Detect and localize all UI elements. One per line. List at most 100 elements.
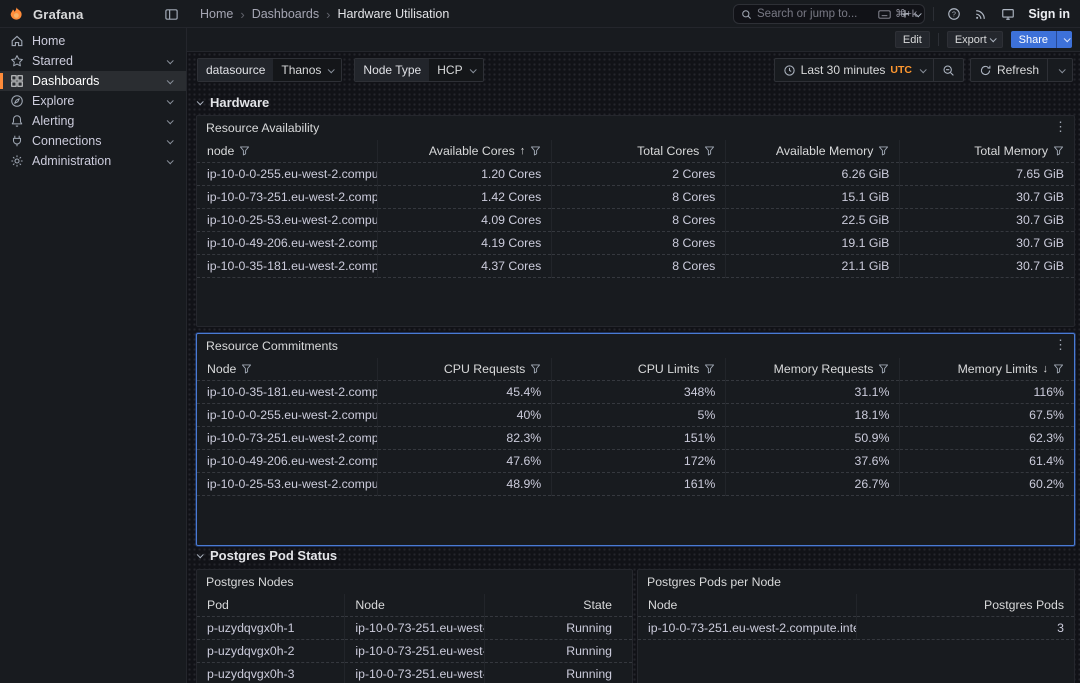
share-button[interactable]: Share [1010, 31, 1056, 48]
filter-icon[interactable] [239, 145, 250, 156]
section-postgres-pod-status[interactable]: Postgres Pod Status [195, 547, 337, 563]
sidebar-item-connections[interactable]: Connections [0, 131, 186, 151]
panel-title[interactable]: Postgres Pods per Node [647, 575, 781, 589]
table-cell: 30.7 GiB [1016, 258, 1064, 273]
search-input[interactable] [757, 8, 874, 20]
column-header-cpu-limits[interactable]: CPU Limits [551, 358, 727, 380]
panel-menu-icon[interactable]: ⋮ [1054, 119, 1067, 134]
refresh-icon [979, 64, 992, 77]
variable-node-type: Node Type HCP [354, 58, 484, 82]
chevron-down-icon [166, 76, 174, 84]
filter-icon[interactable] [241, 363, 252, 374]
data-table: Node CPU Requests CPU Limits Memory Request… [197, 358, 1074, 496]
filter-icon[interactable] [704, 363, 715, 374]
panel-title[interactable]: Resource Availability [206, 121, 320, 135]
column-label: State [583, 597, 612, 612]
data-table: Pod Node State p-uzydqvgx0h-1 ip-10-0-73-251… [197, 594, 632, 683]
sidebar-item-administration[interactable]: Administration [0, 151, 186, 171]
column-header-node[interactable]: Node [638, 594, 857, 616]
filter-icon[interactable] [878, 145, 889, 156]
share-menu-button[interactable] [1056, 31, 1072, 48]
plug-icon [10, 134, 24, 148]
brand-name: Grafana [33, 6, 84, 22]
panel-resource-commitments: Resource Commitments ⋮ Node CPU Requests C… [196, 333, 1075, 546]
sidebar-item-alerting[interactable]: Alerting [0, 111, 186, 131]
breadcrumb: Home › Dashboards › Hardware Utilisation [200, 0, 449, 28]
column-header-total-memory[interactable]: Total Memory [900, 140, 1074, 162]
column-label: Node [648, 597, 678, 612]
variable-value-picker[interactable]: HCP [429, 59, 483, 81]
edit-button[interactable]: Edit [894, 31, 930, 48]
column-header-cpu-requests[interactable]: CPU Requests [377, 358, 553, 380]
variable-value-picker[interactable]: Thanos [273, 59, 342, 81]
column-label: CPU Limits [637, 361, 700, 376]
table-cell: ip-10-0-73-251.eu-west-2.compute.interna… [197, 185, 379, 208]
export-button[interactable]: Export [946, 31, 1003, 48]
search-input-box[interactable]: ⌘+k [733, 4, 925, 24]
sign-in-button[interactable]: Sign in [1028, 7, 1070, 21]
table-cell: 67.5% [1029, 407, 1064, 422]
table-cell: p-uzydqvgx0h-2 [197, 639, 346, 662]
panel-postgres-nodes: Postgres Nodes Pod Node State p-uzydqvgx0h-… [196, 569, 633, 683]
filter-icon[interactable] [704, 145, 715, 156]
filter-icon[interactable] [878, 363, 889, 374]
table-row: p-uzydqvgx0h-1ip-10-0-73-251.eu-west-2.c… [197, 616, 632, 639]
sidebar-item-explore[interactable]: Explore [0, 91, 186, 111]
table-cell: ip-10-0-73-251.eu-west-2.compute.interna… [344, 662, 485, 683]
panel-title[interactable]: Postgres Nodes [206, 575, 294, 589]
column-label: Available Memory [775, 143, 874, 158]
table-cell: 15.1 GiB [725, 185, 901, 208]
chevron-down-icon [919, 65, 927, 73]
column-header-node[interactable]: Node [344, 594, 485, 616]
breadcrumb-separator: › [240, 6, 245, 22]
table-header-row: node Available Cores ↑ Total Cores Available… [197, 140, 1074, 162]
section-hardware[interactable]: Hardware [195, 94, 269, 110]
sidebar-item-starred[interactable]: Starred [0, 51, 186, 71]
breadcrumb-dashboards[interactable]: Dashboards [251, 7, 320, 21]
breadcrumb-home[interactable]: Home [200, 7, 234, 21]
column-header-memory-requests[interactable]: Memory Requests [725, 358, 901, 380]
table-header-row: Node CPU Requests CPU Limits Memory Request… [197, 358, 1074, 380]
column-header-node[interactable]: Node [197, 358, 379, 380]
sidebar-item-home[interactable]: Home [0, 31, 186, 51]
table-cell: 8 Cores [551, 231, 727, 254]
panel-menu-icon[interactable]: ⋮ [1054, 337, 1067, 352]
filter-icon[interactable] [530, 363, 541, 374]
sidebar-item-dashboards[interactable]: Dashboards [0, 71, 186, 91]
column-header-postgres-pods[interactable]: Postgres Pods [856, 594, 1074, 616]
add-new-button[interactable]: + [901, 7, 923, 22]
home-icon [10, 34, 24, 48]
table-row: ip-10-0-25-53.eu-west-2.compute.internal… [197, 472, 1074, 495]
refresh-button[interactable]: Refresh [971, 59, 1047, 81]
column-header-total-cores[interactable]: Total Cores [551, 140, 727, 162]
panel-resource-availability: Resource Availability ⋮ node Available Co… [196, 115, 1075, 327]
table-cell: 26.7% [725, 472, 901, 495]
column-header-memory-limits[interactable]: Memory Limits ↓ [900, 358, 1074, 380]
sidebar: Home Starred Dashboards Explore Alerting… [0, 28, 187, 683]
news-rss-icon[interactable] [974, 7, 988, 21]
table-cell: ip-10-0-73-251.eu-west-2.compute.interna… [344, 639, 485, 662]
variable-datasource: datasource Thanos [197, 58, 343, 82]
filter-icon[interactable] [530, 145, 541, 156]
kiosk-monitor-icon[interactable] [1001, 7, 1015, 21]
table-cell: 7.65 GiB [1016, 166, 1064, 181]
filter-icon[interactable] [1053, 363, 1064, 374]
table-cell: 6.26 GiB [725, 162, 901, 185]
panel-title[interactable]: Resource Commitments [206, 339, 338, 353]
filter-icon[interactable] [1053, 145, 1064, 156]
refresh-interval-picker[interactable] [1047, 59, 1072, 81]
time-range-picker[interactable]: Last 30 minutes UTC [775, 59, 933, 81]
column-header-node[interactable]: node [197, 140, 379, 162]
column-header-pod[interactable]: Pod [197, 594, 346, 616]
bell-icon [10, 114, 24, 128]
table-cell: 21.1 GiB [725, 254, 901, 277]
time-zoom-out-button[interactable] [932, 59, 963, 81]
chevron-down-icon [469, 65, 477, 73]
column-header-available-memory[interactable]: Available Memory [725, 140, 901, 162]
table-cell: 60.2% [1029, 476, 1064, 491]
chevron-down-icon [328, 65, 336, 73]
column-header-state[interactable]: State [484, 594, 632, 616]
help-icon[interactable]: ? [947, 7, 961, 21]
sidebar-toggle-icon[interactable] [162, 5, 180, 23]
column-header-available-cores[interactable]: Available Cores ↑ [377, 140, 553, 162]
